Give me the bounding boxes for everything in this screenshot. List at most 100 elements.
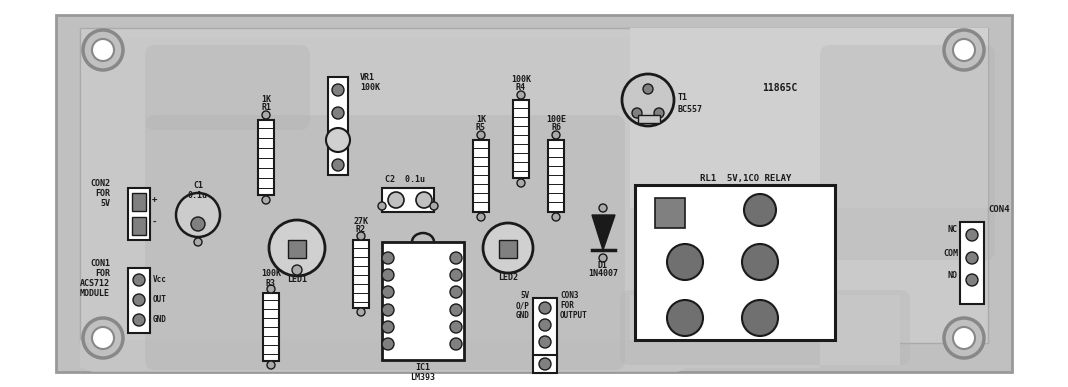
Bar — [328, 77, 348, 175]
Text: 11865C: 11865C — [763, 83, 798, 93]
Text: CON2: CON2 — [90, 178, 110, 187]
Circle shape — [134, 294, 145, 306]
Bar — [382, 188, 434, 212]
Text: ACS712: ACS712 — [80, 279, 110, 288]
Text: 1K: 1K — [261, 94, 271, 103]
Circle shape — [965, 229, 978, 241]
Bar — [258, 120, 274, 195]
Circle shape — [357, 232, 365, 240]
FancyBboxPatch shape — [83, 38, 687, 372]
Text: 27K: 27K — [354, 216, 368, 226]
Circle shape — [378, 202, 386, 210]
Bar — [288, 240, 307, 258]
Bar — [533, 355, 557, 373]
Text: CON3: CON3 — [560, 291, 579, 300]
Circle shape — [382, 286, 394, 298]
Circle shape — [944, 30, 984, 70]
Bar — [354, 240, 370, 308]
Bar — [128, 188, 150, 240]
Circle shape — [539, 319, 551, 331]
Circle shape — [92, 327, 114, 349]
Bar — [80, 340, 820, 368]
Text: FOR: FOR — [560, 301, 574, 310]
Text: C2  0.1u: C2 0.1u — [384, 175, 425, 185]
Circle shape — [269, 220, 325, 276]
Circle shape — [292, 265, 302, 275]
Circle shape — [267, 285, 274, 293]
Bar — [263, 293, 279, 361]
Text: NC: NC — [948, 226, 958, 235]
Bar — [80, 28, 988, 343]
Text: R5: R5 — [476, 123, 486, 132]
Text: R1: R1 — [261, 103, 271, 113]
Text: 100K: 100K — [261, 269, 281, 279]
Circle shape — [742, 300, 778, 336]
Text: 1N4007: 1N4007 — [588, 269, 618, 279]
Circle shape — [450, 269, 462, 281]
Circle shape — [668, 300, 703, 336]
Circle shape — [599, 204, 607, 212]
Text: 100E: 100E — [546, 115, 566, 123]
Bar — [635, 185, 835, 340]
Text: MODULE: MODULE — [80, 289, 110, 298]
Text: COM: COM — [943, 248, 958, 257]
Text: C1: C1 — [193, 182, 203, 190]
Text: +: + — [152, 195, 157, 204]
Text: FOR: FOR — [95, 188, 110, 197]
Text: R6: R6 — [551, 123, 561, 132]
Circle shape — [552, 131, 560, 139]
Text: 1K: 1K — [476, 115, 486, 123]
Circle shape — [388, 192, 404, 208]
Bar — [499, 240, 517, 258]
Bar — [382, 242, 464, 360]
Circle shape — [134, 274, 145, 286]
Text: CON1: CON1 — [90, 260, 110, 269]
Circle shape — [539, 302, 551, 314]
Bar — [473, 140, 489, 212]
Text: IC1: IC1 — [415, 363, 430, 373]
Circle shape — [742, 244, 778, 280]
Circle shape — [654, 108, 664, 118]
Circle shape — [539, 336, 551, 348]
Bar — [56, 15, 1012, 372]
Circle shape — [92, 39, 114, 61]
Text: 100K: 100K — [360, 84, 380, 92]
Text: OUTPUT: OUTPUT — [560, 312, 587, 320]
Circle shape — [382, 304, 394, 316]
Circle shape — [953, 39, 975, 61]
FancyBboxPatch shape — [621, 290, 910, 365]
Circle shape — [194, 238, 202, 246]
Circle shape — [477, 131, 485, 139]
Circle shape — [267, 361, 274, 369]
Bar — [638, 115, 660, 123]
Circle shape — [450, 304, 462, 316]
Circle shape — [965, 252, 978, 264]
Text: GND: GND — [516, 312, 530, 320]
Text: -: - — [152, 217, 157, 226]
Circle shape — [599, 254, 607, 262]
Circle shape — [622, 74, 674, 126]
Text: BC557: BC557 — [678, 104, 703, 113]
Circle shape — [262, 196, 270, 204]
Circle shape — [262, 111, 270, 119]
Circle shape — [744, 194, 776, 226]
Circle shape — [83, 318, 123, 358]
Circle shape — [357, 308, 365, 316]
Circle shape — [450, 321, 462, 333]
Circle shape — [332, 159, 344, 171]
Circle shape — [176, 193, 220, 237]
Text: R4: R4 — [516, 84, 527, 92]
Bar — [513, 100, 529, 178]
Circle shape — [517, 179, 525, 187]
Circle shape — [965, 274, 978, 286]
Circle shape — [134, 314, 145, 326]
Circle shape — [417, 192, 431, 208]
Text: 5V: 5V — [100, 199, 110, 207]
Circle shape — [632, 108, 642, 118]
Circle shape — [382, 269, 394, 281]
Circle shape — [477, 213, 485, 221]
Circle shape — [450, 286, 462, 298]
Text: RL1  5V,1CO RELAY: RL1 5V,1CO RELAY — [700, 173, 791, 183]
Circle shape — [191, 217, 205, 231]
Text: R2: R2 — [356, 226, 366, 235]
